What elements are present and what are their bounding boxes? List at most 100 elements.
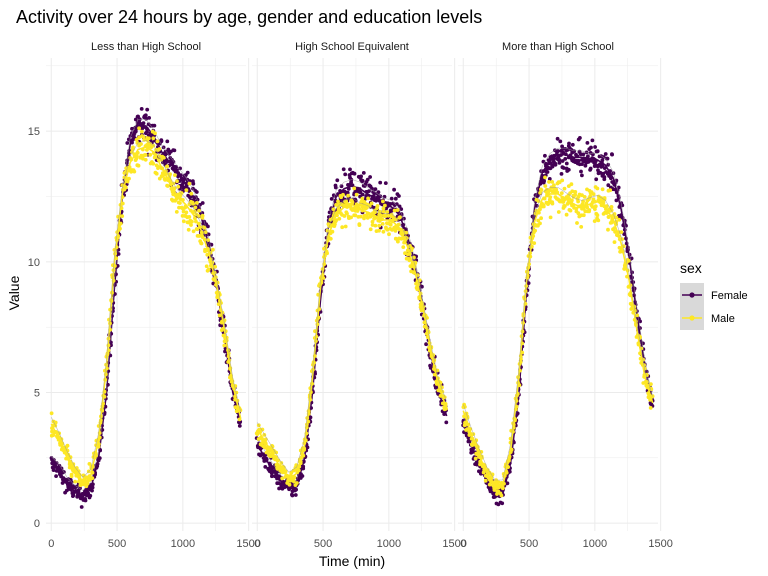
data-point bbox=[211, 247, 215, 252]
data-point bbox=[270, 474, 274, 479]
data-point bbox=[377, 223, 382, 228]
data-point bbox=[557, 161, 562, 165]
data-point bbox=[612, 240, 617, 245]
data-point bbox=[206, 267, 211, 272]
data-point bbox=[590, 205, 595, 209]
data-point bbox=[358, 214, 363, 219]
data-point bbox=[473, 456, 478, 461]
data-point bbox=[409, 264, 414, 269]
data-point bbox=[575, 221, 579, 225]
data-point bbox=[90, 476, 95, 481]
data-point bbox=[622, 267, 627, 271]
data-point bbox=[543, 153, 547, 158]
data-point bbox=[587, 208, 592, 212]
data-point bbox=[561, 200, 566, 204]
smooth-line-male bbox=[462, 193, 654, 488]
data-point bbox=[79, 505, 84, 509]
data-point bbox=[596, 218, 601, 223]
data-point bbox=[500, 501, 505, 506]
data-point bbox=[373, 223, 378, 228]
data-point bbox=[74, 466, 79, 470]
data-point bbox=[365, 177, 370, 182]
data-point bbox=[579, 169, 583, 174]
data-point bbox=[538, 221, 542, 226]
data-point bbox=[581, 213, 586, 218]
data-point bbox=[594, 177, 599, 182]
data-point bbox=[140, 129, 144, 134]
data-point bbox=[583, 163, 588, 168]
data-point bbox=[585, 141, 590, 145]
data-point bbox=[539, 216, 543, 221]
data-point bbox=[543, 175, 547, 180]
data-point bbox=[389, 196, 394, 201]
data-point bbox=[191, 229, 196, 234]
data-point bbox=[553, 162, 558, 167]
data-point bbox=[483, 478, 488, 483]
smooth-line-female bbox=[462, 153, 654, 496]
data-point bbox=[165, 139, 170, 144]
data-point bbox=[134, 137, 139, 142]
data-point bbox=[420, 284, 424, 289]
data-point bbox=[580, 173, 584, 178]
data-point bbox=[386, 213, 391, 218]
data-point bbox=[561, 166, 566, 170]
data-point bbox=[585, 205, 589, 210]
grid bbox=[458, 58, 662, 531]
data-point bbox=[342, 214, 347, 218]
data-point bbox=[143, 113, 148, 118]
data-point bbox=[380, 222, 385, 226]
data-point bbox=[570, 142, 575, 147]
data-point bbox=[424, 342, 428, 347]
data-point bbox=[184, 188, 189, 193]
legend-label-male: Male bbox=[711, 313, 735, 325]
data-point bbox=[550, 180, 555, 184]
data-point bbox=[88, 493, 93, 498]
data-point bbox=[606, 215, 611, 220]
data-point bbox=[576, 199, 580, 204]
data-point bbox=[194, 190, 199, 194]
data-point bbox=[648, 406, 653, 410]
data-point bbox=[125, 141, 130, 145]
data-point bbox=[360, 178, 365, 183]
data-point bbox=[536, 218, 541, 223]
data-point bbox=[559, 172, 564, 176]
data-point bbox=[147, 116, 152, 120]
data-point bbox=[155, 139, 160, 144]
data-point bbox=[120, 214, 125, 219]
data-point bbox=[193, 205, 198, 210]
data-point bbox=[556, 210, 561, 214]
data-point bbox=[337, 216, 342, 221]
data-point bbox=[280, 476, 285, 481]
data-point bbox=[595, 186, 600, 191]
data-point bbox=[573, 190, 578, 194]
data-point bbox=[350, 200, 355, 205]
data-point bbox=[51, 468, 56, 472]
data-point bbox=[152, 123, 157, 128]
chart-title: Activity over 24 hours by age, gender an… bbox=[16, 7, 482, 27]
data-point bbox=[626, 258, 631, 263]
data-point bbox=[360, 192, 365, 197]
data-point bbox=[579, 225, 584, 229]
x-tick-label: 0 bbox=[254, 538, 260, 550]
data-point bbox=[217, 313, 222, 318]
data-point bbox=[603, 152, 608, 156]
legend-item-male: Male bbox=[680, 306, 735, 330]
data-point bbox=[186, 227, 191, 232]
y-tick-label: 5 bbox=[34, 387, 40, 399]
data-point bbox=[146, 136, 151, 141]
x-tick-label: 1000 bbox=[583, 538, 607, 550]
data-point bbox=[397, 194, 401, 198]
data-point bbox=[499, 493, 504, 498]
data-point bbox=[566, 167, 571, 172]
data-point bbox=[353, 213, 358, 218]
data-point bbox=[184, 210, 189, 215]
data-point bbox=[141, 135, 146, 139]
data-point bbox=[541, 204, 546, 209]
data-point bbox=[438, 380, 443, 385]
data-point bbox=[572, 149, 576, 154]
data-point bbox=[614, 215, 619, 220]
data-point bbox=[392, 208, 397, 213]
data-point bbox=[635, 313, 640, 318]
